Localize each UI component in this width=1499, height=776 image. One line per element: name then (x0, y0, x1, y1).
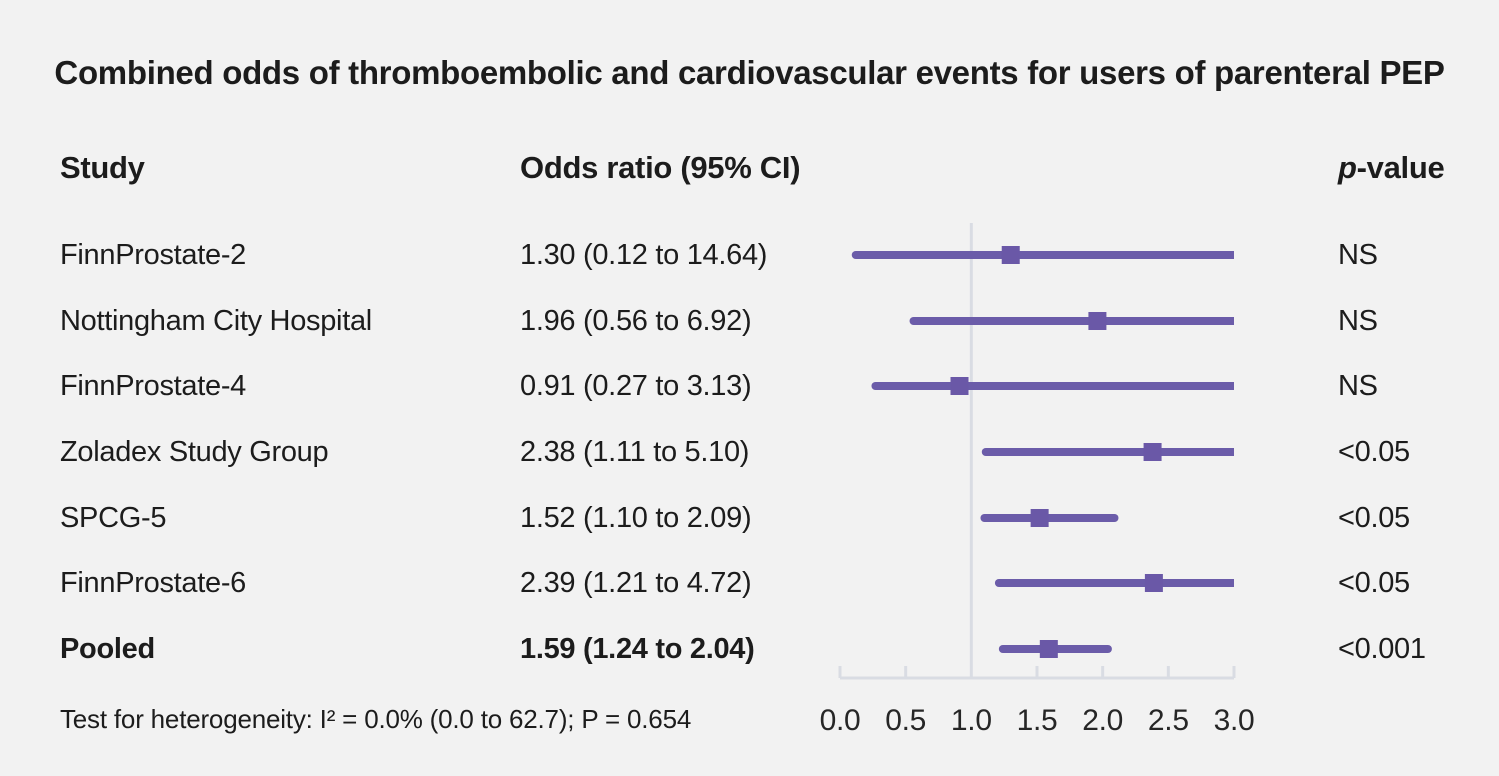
odds-ratio-value: 0.91 (0.27 to 3.13) (520, 370, 752, 402)
chart-title: Combined odds of thromboembolic and card… (54, 54, 1445, 91)
odds-ratio-marker (1143, 443, 1162, 461)
p-value-header-italic-p: p (1338, 150, 1357, 185)
pooled-row: Pooled 1.59 (1.24 to 2.04) <0.001 (0, 631, 1499, 667)
axis-tick-label: 1.5 (1017, 704, 1058, 737)
p-value: NS (1338, 370, 1378, 402)
odds-ratio-marker (1039, 640, 1058, 658)
ci-cap-left (981, 448, 990, 456)
study-name: Pooled (60, 633, 155, 665)
p-value: <0.05 (1338, 567, 1410, 599)
odds-ratio-marker (1001, 246, 1020, 264)
heterogeneity-note: Test for heterogeneity: I² = 0.0% (0.0 t… (60, 704, 692, 734)
study-row: Zoladex Study Group 2.38 (1.11 to 5.10) … (0, 434, 1499, 470)
axis-tick-label: 1.0 (951, 704, 992, 737)
axis-tick-label: 2.5 (1148, 704, 1189, 737)
ci-cap-left (851, 251, 860, 259)
p-value: <0.001 (1338, 633, 1426, 665)
odds-ratio-marker (950, 377, 969, 395)
odds-ratio-value: 1.30 (0.12 to 14.64) (520, 239, 768, 271)
study-row: FinnProstate-6 2.39 (1.21 to 4.72) <0.05 (0, 565, 1499, 601)
ci-cap-right (1110, 514, 1119, 522)
study-name: FinnProstate-4 (60, 370, 246, 402)
odds-ratio-marker (1144, 574, 1163, 592)
study-name: FinnProstate-6 (60, 567, 246, 599)
odds-ratio-marker (1030, 509, 1049, 527)
odds-ratio-value: 1.96 (0.56 to 6.92) (520, 305, 752, 337)
odds-ratio-value: 1.52 (1.10 to 2.09) (520, 502, 752, 534)
ci-cap-left (998, 645, 1007, 653)
column-header-odds-ratio: Odds ratio (95% CI) (520, 150, 801, 185)
study-row: FinnProstate-2 1.30 (0.12 to 14.64) NS (0, 237, 1499, 273)
p-value: <0.05 (1338, 436, 1410, 468)
ci-cap-right (1103, 645, 1112, 653)
p-value-header-rest: -value (1356, 150, 1445, 185)
odds-ratio-value: 2.39 (1.21 to 4.72) (520, 567, 752, 599)
axis-tick-label: 0.0 (820, 704, 861, 737)
study-name: SPCG-5 (60, 502, 167, 534)
ci-cap-left (909, 317, 918, 325)
p-value: NS (1338, 305, 1378, 337)
study-name: FinnProstate-2 (60, 239, 246, 271)
study-row: FinnProstate-4 0.91 (0.27 to 3.13) NS (0, 368, 1499, 404)
study-name: Nottingham City Hospital (60, 305, 372, 337)
odds-ratio-value: 2.38 (1.11 to 5.10) (520, 436, 750, 468)
axis-tick-label: 2.0 (1082, 704, 1123, 737)
odds-ratio-value: 1.59 (1.24 to 2.04) (520, 633, 755, 665)
column-header-study: Study (60, 150, 145, 185)
study-name: Zoladex Study Group (60, 436, 329, 468)
odds-ratio-marker (1088, 312, 1107, 330)
column-header-p-value: p-value (1338, 150, 1445, 185)
p-value: <0.05 (1338, 502, 1410, 534)
p-value: NS (1338, 239, 1378, 271)
ci-cap-left (871, 382, 880, 390)
study-row: Nottingham City Hospital 1.96 (0.56 to 6… (0, 303, 1499, 339)
axis-tick-label: 0.5 (885, 704, 926, 737)
axis-tick-label: 3.0 (1214, 704, 1255, 737)
ci-cap-left (994, 579, 1003, 587)
ci-cap-left (980, 514, 989, 522)
study-row: SPCG-5 1.52 (1.10 to 2.09) <0.05 (0, 500, 1499, 536)
